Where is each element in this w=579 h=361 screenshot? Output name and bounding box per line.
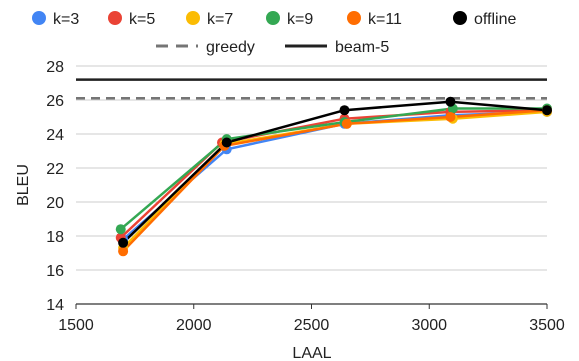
x-tick-label-2500: 2500: [294, 317, 330, 334]
reference-lines: [76, 78, 547, 100]
data-point-k=9-0: [115, 224, 126, 235]
x-tick-label-2000: 2000: [176, 317, 212, 334]
y-tick-label-14: 14: [46, 297, 64, 314]
data-point-offline-4: [542, 105, 552, 116]
legend-label-offline: offline: [474, 11, 517, 28]
data-point-k=11-3: [445, 112, 456, 122]
y-tick-label-22: 22: [46, 161, 64, 178]
legend-marker-k=9: [266, 11, 280, 25]
legend-marker-k=11: [347, 11, 361, 25]
legend-marker-k=7: [186, 11, 200, 25]
legend-label-k=7: k=7: [207, 11, 233, 28]
legend-label-k=9: k=9: [287, 11, 313, 28]
series-lines: [115, 96, 552, 257]
legend-marker-k=5: [108, 11, 122, 25]
y-tick-label-20: 20: [46, 195, 64, 212]
y-tick-label-24: 24: [46, 127, 64, 144]
legend-marker-k=3: [32, 11, 46, 25]
data-point-k=11-0: [118, 246, 129, 257]
legend-label-k=3: k=3: [53, 11, 79, 28]
x-tick-label-1500: 1500: [58, 317, 94, 334]
data-point-offline-0: [118, 237, 129, 248]
y-tick-label-28: 28: [46, 59, 64, 76]
data-point-offline-2: [339, 105, 350, 116]
legend-label-beam-5: beam-5: [335, 39, 389, 56]
legend: k=3 k=5 k=7 k=9 k=11 offline greedy beam-5: [32, 11, 517, 56]
y-tick-label-26: 26: [46, 93, 64, 110]
data-point-k=11-2: [341, 118, 352, 129]
gridlines: [76, 65, 547, 305]
axes: 14 16 18 20 22 24 26 28 1500 2000 2500 3000 3500: [46, 59, 565, 334]
data-point-offline-3: [445, 96, 456, 107]
legend-marker-offline: [453, 11, 467, 25]
x-axis-label: LAAL: [292, 345, 331, 361]
y-tick-label-18: 18: [46, 229, 64, 246]
data-point-offline-1: [221, 137, 232, 148]
x-tick-label-3000: 3000: [411, 317, 447, 334]
legend-label-k=5: k=5: [129, 11, 155, 28]
legend-label-k=11: k=11: [368, 11, 402, 28]
x-tick-label-3500: 3500: [529, 317, 565, 334]
y-tick-label-16: 16: [46, 263, 64, 280]
legend-label-greedy: greedy: [206, 39, 255, 56]
y-axis-label: BLEU: [15, 164, 32, 206]
